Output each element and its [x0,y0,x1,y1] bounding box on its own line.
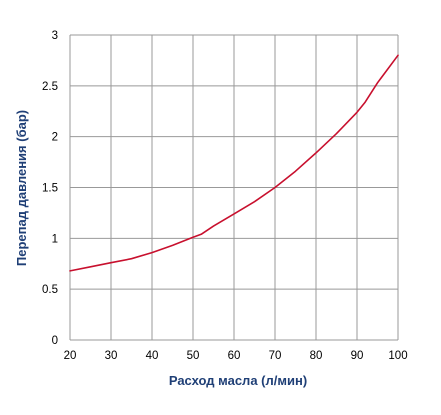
y-tick-label: 1.5 [42,183,58,195]
x-tick-label: 30 [105,350,118,362]
y-tick-label: 0.5 [42,284,58,296]
y-tick-label: 2.5 [42,81,58,93]
x-tick-label: 100 [388,350,407,362]
y-tick-label: 3 [52,30,58,42]
y-tick-label: 1 [52,233,58,245]
x-axis-ticks: 20 30 40 50 60 70 80 90 100 [64,350,408,362]
y-tick-label: 2 [52,132,58,144]
series-line [69,54,399,272]
y-axis-ticks: 0 0.5 1 1.5 2 2.5 3 [42,30,58,347]
x-tick-label: 20 [64,350,77,362]
x-axis-title: Расход масла (л/мин) [169,373,307,388]
chart-series [69,54,399,272]
x-tick-label: 40 [146,350,159,362]
x-tick-label: 50 [187,350,200,362]
x-tick-label: 90 [351,350,364,362]
y-axis-title: Перепад давления (бар) [14,110,29,266]
x-tick-label: 70 [269,350,282,362]
y-tick-label: 0 [52,335,58,347]
x-tick-label: 80 [310,350,323,362]
x-tick-label: 60 [228,350,241,362]
chart-grid [69,34,399,341]
